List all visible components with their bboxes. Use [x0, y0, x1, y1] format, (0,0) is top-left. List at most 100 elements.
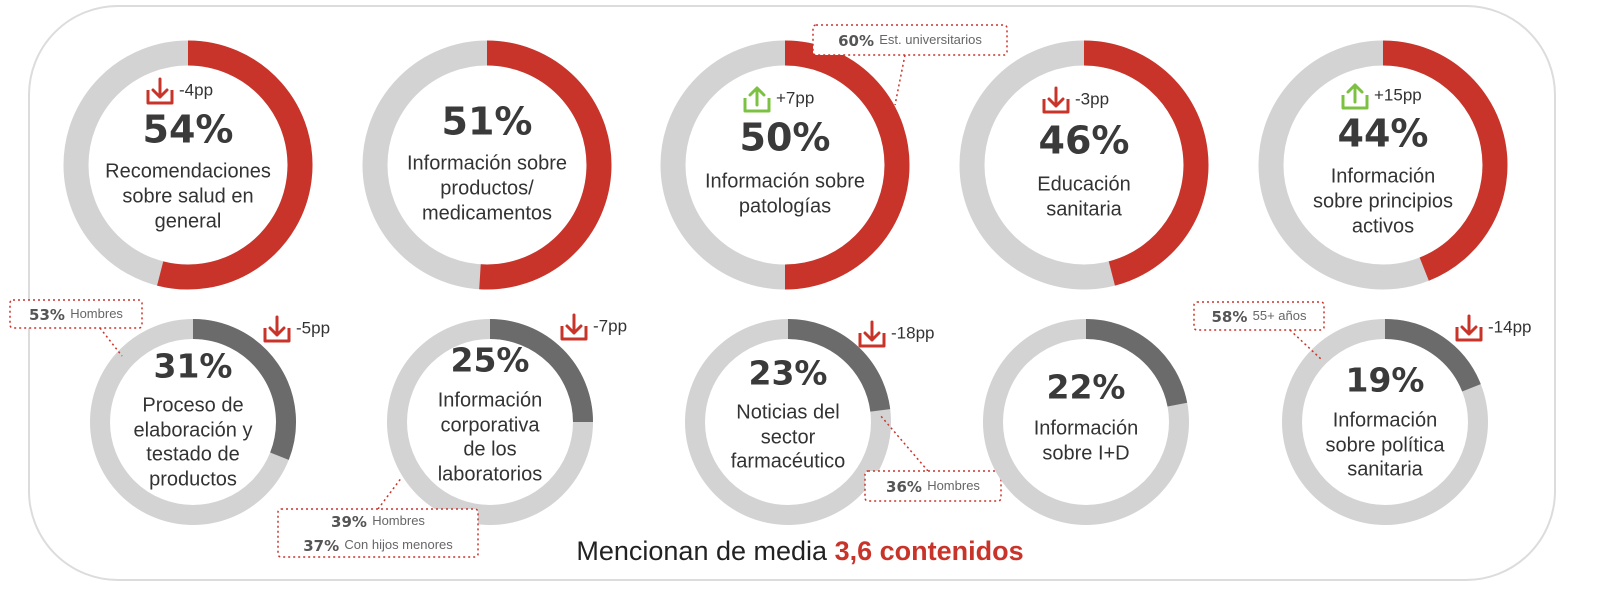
category-label-line: Educación	[1037, 173, 1130, 195]
arrow-up-icon	[1341, 83, 1369, 110]
category-label-line: laboratorios	[438, 463, 543, 485]
category-label-line: activos	[1352, 215, 1414, 237]
category-label-line: medicamentos	[422, 202, 552, 224]
donut-value-arc	[1085, 319, 1188, 407]
category-label-line: Recomendaciones	[105, 160, 271, 182]
delta-label: -4pp	[179, 80, 213, 99]
value-label: 19%	[1346, 361, 1425, 400]
value-label: 44%	[1338, 112, 1429, 156]
arrow-down-icon	[1455, 314, 1483, 342]
category-label-line: productos	[149, 468, 237, 490]
callout-box	[812, 24, 1008, 56]
category-label-line: de los	[463, 438, 516, 460]
callout-box	[277, 508, 479, 558]
arrow-down-icon	[858, 320, 886, 348]
value-label: 31%	[154, 347, 233, 386]
donut-item: 22% Información sobre I+D	[983, 319, 1189, 525]
donut-item: 54% Recomendaciones sobre salud en general -…	[63, 40, 313, 290]
donut-item: 50% Información sobre patologías +7pp 60% Es…	[660, 24, 1008, 290]
category-label-line: farmacéutico	[731, 450, 846, 472]
callout-leader	[377, 476, 403, 510]
value-label: 50%	[740, 116, 831, 160]
summary-text: Mencionan de media 3,6 contenidos	[0, 536, 1600, 567]
callout-leader	[879, 414, 929, 472]
callout-text: 36% Hombres	[886, 478, 980, 496]
category-label-line: Información	[1034, 417, 1139, 439]
delta-label: +7pp	[776, 88, 814, 107]
callout: 58% 55+ años	[1193, 301, 1325, 361]
arrow-down-icon	[263, 315, 291, 343]
arrow-down-icon	[146, 77, 174, 105]
category-label-line: sobre principios	[1313, 190, 1453, 212]
callout-text: 37% Con hijos menores	[303, 537, 453, 555]
category-label-line: sobre salud en	[122, 185, 253, 207]
category-label-line: sanitaria	[1046, 198, 1122, 220]
donut-item: 46% Educación sanitaria -3pp	[959, 40, 1209, 290]
arrow-down-icon	[1042, 86, 1070, 114]
donut-value-arc	[157, 40, 313, 290]
value-label: 51%	[442, 100, 533, 144]
category-label-line: Información sobre	[407, 152, 567, 174]
callout: 36% Hombres	[864, 414, 1002, 502]
rounded-frame	[28, 5, 1556, 581]
donut-value-arc	[489, 319, 593, 423]
value-label: 22%	[1047, 368, 1126, 407]
category-label-line: Información sobre	[705, 170, 865, 192]
delta-label: -14pp	[1488, 317, 1531, 336]
value-label: 23%	[749, 354, 828, 393]
callout: 53% Hombres	[9, 299, 143, 357]
donut-value-arc	[192, 319, 296, 460]
delta-label: -3pp	[1075, 89, 1109, 108]
category-label-line: sector	[761, 426, 816, 448]
summary-prefix: Mencionan de media	[576, 536, 828, 566]
category-label-line: general	[155, 210, 222, 232]
category-label-line: testado de	[146, 443, 239, 465]
category-label-line: patologías	[739, 195, 831, 217]
callout-text: 39% Hombres	[331, 513, 425, 531]
donut-value-arc	[1384, 319, 1481, 392]
delta-label: -18pp	[891, 323, 934, 342]
callout-leader	[1289, 329, 1323, 361]
callout: 39% Hombres 37% Con hijos menores	[277, 476, 479, 558]
delta-label: +15pp	[1374, 85, 1422, 104]
donut-value-arc	[787, 319, 891, 412]
value-label: 46%	[1039, 119, 1130, 163]
donut-value-arc	[1083, 40, 1209, 286]
category-label-line: sobre política	[1326, 434, 1446, 456]
category-label-line: corporativa	[441, 414, 541, 436]
category-label-line: productos/	[440, 177, 534, 199]
donut-item: 44% Información sobre principios activos +15…	[1258, 40, 1508, 290]
category-label-line: Información	[1333, 409, 1438, 431]
category-label-line: elaboración y	[134, 419, 253, 441]
callout-box	[9, 299, 143, 329]
donut-value-arc	[784, 40, 910, 290]
callout-text: 58% 55+ años	[1212, 308, 1307, 326]
category-label-line: Noticias del	[736, 401, 839, 423]
callout-text: 60% Est. universitarios	[838, 32, 982, 50]
callout-leader	[894, 54, 906, 106]
summary-highlight: 3,6 contenidos	[834, 536, 1024, 566]
callout-box	[1193, 301, 1325, 331]
callout-box	[864, 470, 1002, 502]
category-label-line: Información	[1331, 165, 1436, 187]
delta-label: -7pp	[593, 316, 627, 335]
callout-leader	[99, 327, 123, 357]
value-label: 54%	[143, 108, 234, 152]
category-label-line: sobre I+D	[1042, 442, 1129, 464]
donut-item: 51% Información sobre productos/medicament…	[362, 40, 612, 290]
delta-label: -5pp	[296, 318, 330, 337]
category-label-line: Proceso de	[142, 394, 243, 416]
arrow-up-icon	[743, 86, 771, 113]
donut-value-arc	[1382, 40, 1508, 281]
callout-text: 53% Hombres	[29, 306, 123, 324]
category-label-line: sanitaria	[1347, 458, 1423, 480]
arrow-down-icon	[560, 313, 588, 341]
value-label: 25%	[451, 341, 530, 380]
donut-value-arc	[479, 40, 612, 290]
callout: 60% Est. universitarios	[812, 24, 1008, 106]
